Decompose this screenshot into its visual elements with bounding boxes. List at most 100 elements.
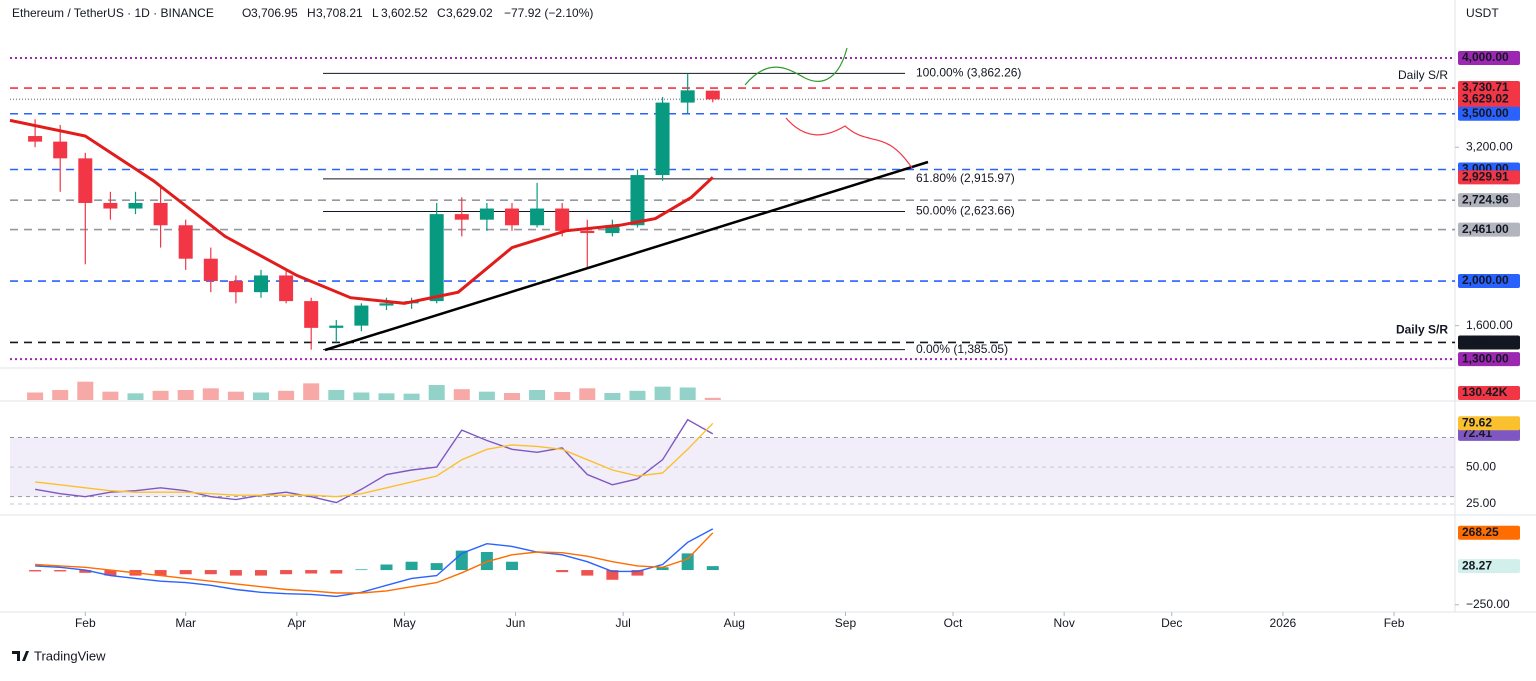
histogram-bar bbox=[656, 567, 669, 571]
logo: TradingView bbox=[12, 648, 106, 663]
series-last-box bbox=[1458, 416, 1520, 431]
level-label-box bbox=[1458, 352, 1520, 367]
histogram-bar bbox=[380, 564, 393, 571]
series-last: 79.62 bbox=[1462, 415, 1492, 429]
candle-body bbox=[504, 208, 519, 226]
volume-bar bbox=[127, 393, 144, 400]
volume-bar bbox=[554, 392, 571, 400]
level-label-box bbox=[1458, 193, 1520, 208]
candle-body bbox=[253, 275, 268, 293]
x-tick-label: Oct bbox=[944, 616, 963, 630]
level-label: 3,500.00 bbox=[1462, 106, 1509, 120]
histogram-bar bbox=[154, 570, 167, 576]
candle-body bbox=[705, 90, 720, 100]
candle-body bbox=[379, 303, 394, 306]
x-tick-label: Mar bbox=[175, 616, 196, 630]
y-tick-label: 25.00 bbox=[1466, 496, 1496, 510]
histogram-bar bbox=[556, 570, 569, 573]
candle-body bbox=[128, 202, 143, 209]
level-label-box bbox=[1458, 274, 1520, 289]
candle-body bbox=[103, 202, 118, 209]
histogram-bar bbox=[330, 570, 343, 574]
x-tick-label: Dec bbox=[1161, 616, 1182, 630]
candle-body bbox=[555, 208, 570, 231]
volume-bar bbox=[503, 393, 520, 400]
volume-bar bbox=[52, 390, 69, 400]
level-label-box bbox=[1458, 81, 1520, 96]
fib-label: 61.80% (2,915.97) bbox=[916, 171, 1015, 185]
volume-bar bbox=[679, 387, 696, 400]
volume-bar bbox=[579, 388, 596, 400]
candle-body bbox=[479, 208, 494, 220]
moving-average bbox=[9, 118, 714, 305]
histogram-bar bbox=[229, 570, 242, 576]
histogram-bar bbox=[79, 570, 92, 573]
x-tick-label: Nov bbox=[1053, 616, 1074, 630]
histogram-bar bbox=[54, 570, 67, 572]
logo-icon bbox=[12, 651, 29, 661]
histogram-bar bbox=[204, 570, 217, 575]
volume-bar bbox=[303, 383, 320, 400]
candle-body bbox=[530, 208, 545, 226]
y-tick-label: 50.00 bbox=[1466, 459, 1496, 473]
level-label: 2,929.91 bbox=[1462, 169, 1509, 183]
x-tick-label: Jul bbox=[615, 616, 630, 630]
indicator-line bbox=[35, 422, 714, 498]
candle-body bbox=[279, 275, 294, 302]
candle-body bbox=[228, 281, 243, 293]
level-note: Daily S/R bbox=[1398, 68, 1448, 82]
histogram-bar bbox=[179, 570, 192, 575]
level-label-box bbox=[1458, 50, 1520, 65]
layers: Feb Mar Apr May Jun Jul Aug Sep Oct Nov Dec 2026 Feb… bbox=[9, 50, 1520, 630]
ohlc-key: H bbox=[307, 6, 316, 20]
series-last-box bbox=[1458, 559, 1520, 574]
histogram-bar bbox=[254, 570, 267, 576]
histogram-bar bbox=[505, 561, 518, 571]
level-label-box bbox=[1458, 170, 1520, 185]
volume-bar bbox=[428, 385, 445, 400]
level-note: Daily S/R bbox=[1396, 323, 1448, 337]
bearish-path bbox=[785, 117, 913, 169]
histogram-bar bbox=[606, 570, 619, 580]
y-tick-label: 1,600.00 bbox=[1466, 318, 1513, 332]
volume-bar bbox=[604, 393, 621, 400]
level-label: 2,724.96 bbox=[1462, 192, 1509, 206]
level-label: 2,461.00 bbox=[1462, 222, 1509, 236]
volume-bar bbox=[202, 388, 219, 400]
histogram-bar bbox=[29, 570, 42, 572]
histogram-bar bbox=[305, 570, 318, 574]
level-label: 4,000.00 bbox=[1462, 50, 1509, 64]
candle-body bbox=[680, 90, 695, 103]
level-label: 3,730.71 bbox=[1462, 80, 1509, 94]
level-label: 1,449.12 bbox=[1462, 335, 1509, 349]
histogram-bar bbox=[104, 570, 117, 576]
bullish-path bbox=[744, 47, 848, 86]
ohlc-key: C bbox=[437, 6, 446, 20]
x-tick-label: Feb bbox=[75, 616, 96, 630]
indicator-line bbox=[34, 418, 714, 504]
candle-body bbox=[53, 141, 68, 159]
x-tick-label: Jun bbox=[506, 616, 525, 630]
indicator-line bbox=[35, 532, 714, 594]
currency: USDT bbox=[1466, 6, 1499, 20]
level-label: 1,300.00 bbox=[1462, 351, 1509, 365]
volume-bar bbox=[353, 392, 370, 400]
ohlc-value: 3,706.95 bbox=[251, 6, 298, 20]
histogram-bar bbox=[405, 561, 418, 571]
price-label: 3,629.02 bbox=[1462, 92, 1509, 106]
candle-body bbox=[329, 325, 344, 328]
candle-body bbox=[454, 214, 469, 220]
volume-bar bbox=[152, 390, 169, 400]
candle-body bbox=[28, 136, 43, 142]
candle-body bbox=[304, 301, 319, 328]
volume-bar bbox=[453, 389, 470, 400]
footer: TradingView bbox=[34, 648, 106, 663]
histogram-bar bbox=[681, 553, 694, 571]
x-tick-label: May bbox=[393, 616, 416, 630]
ohlc-value: 3,629.02 bbox=[446, 6, 493, 20]
candle-body bbox=[580, 230, 595, 234]
ohlc-key: L bbox=[372, 6, 379, 20]
volume-bar bbox=[227, 391, 244, 400]
